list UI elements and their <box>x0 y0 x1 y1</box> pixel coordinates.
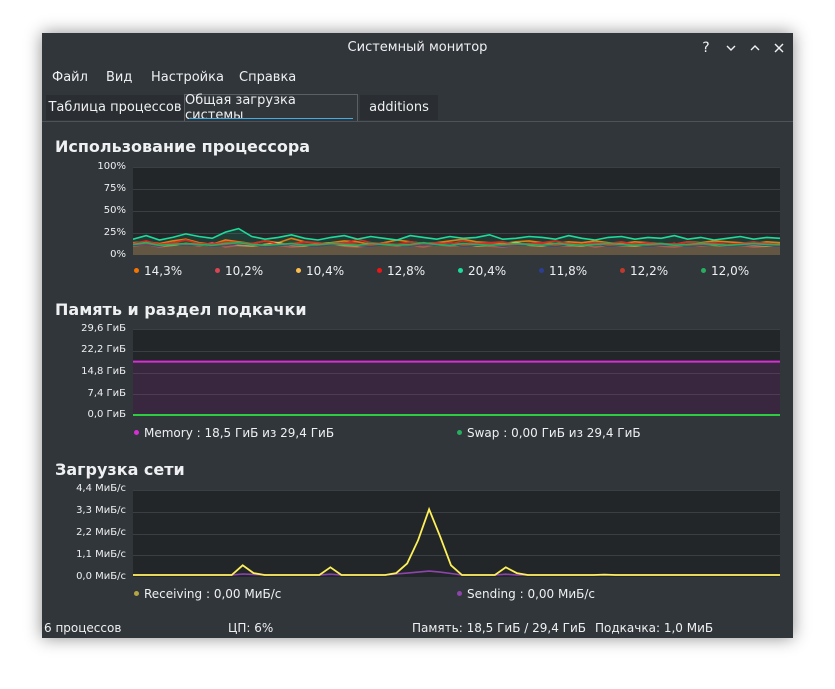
legend-entry: Swap : 0,00 ГиБ из 29,4 ГиБ <box>457 426 641 440</box>
status-processes: 6 процессов <box>44 621 122 635</box>
legend-swatch <box>134 430 139 435</box>
y-tick-label: 0,0 МиБ/с <box>76 571 126 582</box>
tab-label: Общая загрузка системы <box>185 93 296 123</box>
y-tick-label: 22,2 ГиБ <box>81 344 126 355</box>
active-tab-indicator <box>189 118 353 119</box>
close-button[interactable] <box>770 39 788 57</box>
tab-additions[interactable]: additions <box>360 95 438 120</box>
y-tick-label: 1,1 МиБ/с <box>76 549 126 560</box>
legend-swatch <box>458 268 463 273</box>
series-area <box>133 242 780 255</box>
y-tick-label: 4,4 МиБ/с <box>76 483 126 494</box>
receiving-line <box>133 506 780 576</box>
legend-swatch <box>215 268 220 273</box>
series-area <box>133 228 780 255</box>
y-tick-label: 7,4 ГиБ <box>87 388 126 399</box>
legend-entry: 10,2% <box>215 264 263 278</box>
series-area <box>133 242 780 255</box>
legend-swatch <box>296 268 301 273</box>
cpu-plot <box>133 167 780 255</box>
legend-entry: 14,3% <box>134 264 182 278</box>
legend-swatch <box>134 591 139 596</box>
legend-entry: 12,8% <box>377 264 425 278</box>
minimize-button[interactable] <box>722 39 740 57</box>
y-tick-label: 0,0 ГиБ <box>87 409 126 420</box>
maximize-button[interactable] <box>746 39 764 57</box>
tab-bar: Таблица процессов Общая загрузка системы… <box>42 93 793 123</box>
tab-label: additions <box>369 100 429 115</box>
memory-chart <box>133 329 780 416</box>
legend-swatch <box>620 268 625 273</box>
title-bar[interactable]: Системный монитор ? <box>42 33 793 63</box>
legend-entry: 12,0% <box>701 264 749 278</box>
legend-entry: 10,4% <box>296 264 344 278</box>
series-line <box>133 241 780 247</box>
network-section-title: Загрузка сети <box>55 460 185 479</box>
tab-process-table[interactable]: Таблица процессов <box>46 95 184 120</box>
legend-swatch <box>134 268 139 273</box>
network-chart <box>133 490 780 576</box>
menu-file[interactable]: Файл <box>52 70 88 85</box>
legend-label: 12,0% <box>711 264 750 278</box>
close-icon <box>774 43 784 53</box>
memory-area <box>133 361 780 416</box>
legend-label: 20,4% <box>468 264 507 278</box>
series-area <box>133 242 780 255</box>
status-memory: Память: 18,5 ГиБ / 29,4 ГиБ <box>412 621 587 635</box>
y-tick-label: 75% <box>103 183 126 194</box>
system-monitor-window: Системный монитор ? Файл Вид Настройка С… <box>42 33 793 638</box>
legend-entry: Sending : 0,00 МиБ/с <box>457 587 595 601</box>
legend-label: Receiving : 0,00 МиБ/с <box>144 587 282 601</box>
menu-help[interactable]: Справка <box>239 70 297 85</box>
status-cpu: ЦП: 6% <box>228 621 274 635</box>
legend-label: 12,8% <box>387 264 426 278</box>
legend-swatch <box>539 268 544 273</box>
legend-swatch <box>377 268 382 273</box>
window-title: Системный монитор <box>347 40 488 55</box>
legend-label: Sending : 0,00 МиБ/с <box>467 587 596 601</box>
memory-section-title: Память и раздел подкачки <box>55 300 307 319</box>
y-tick-label: 0% <box>110 249 126 260</box>
legend-label: Memory : 18,5 ГиБ из 29,4 ГиБ <box>144 426 335 440</box>
y-tick-label: 3,3 МиБ/с <box>76 505 126 516</box>
chevron-down-icon <box>726 45 736 51</box>
menu-bar: Файл Вид Настройка Справка <box>42 67 793 89</box>
y-tick-label: 100% <box>97 161 126 172</box>
y-tick-label: 29,6 ГиБ <box>81 323 126 334</box>
legend-swatch <box>701 268 706 273</box>
legend-swatch <box>457 591 462 596</box>
legend-entry: Memory : 18,5 ГиБ из 29,4 ГиБ <box>134 426 334 440</box>
legend-entry: 11,8% <box>539 264 587 278</box>
legend-label: 11,8% <box>549 264 588 278</box>
series-line <box>133 227 780 241</box>
legend-label: 10,2% <box>225 264 264 278</box>
legend-entry: 12,2% <box>620 264 668 278</box>
tab-system-load[interactable]: Общая загрузка системы <box>184 93 358 123</box>
menu-view[interactable]: Вид <box>106 70 133 85</box>
cpu-section-title: Использование процессора <box>55 137 311 156</box>
y-tick-label: 2,2 МиБ/с <box>76 527 126 538</box>
status-swap: Подкачка: 1,0 МиБ <box>595 621 714 635</box>
menu-settings[interactable]: Настройка <box>151 70 224 85</box>
legend-entry: Receiving : 0,00 МиБ/с <box>134 587 281 601</box>
y-tick-label: 50% <box>103 205 126 216</box>
help-button[interactable]: ? <box>702 40 710 56</box>
y-tick-label: 14,8 ГиБ <box>81 366 126 377</box>
legend-label: 14,3% <box>144 264 183 278</box>
legend-label: 12,2% <box>630 264 669 278</box>
series-area <box>133 243 780 255</box>
tab-label: Таблица процессов <box>48 100 182 115</box>
legend-swatch <box>457 430 462 435</box>
cpu-chart <box>133 167 780 255</box>
y-tick-label: 25% <box>103 227 126 238</box>
legend-label: Swap : 0,00 ГиБ из 29,4 ГиБ <box>467 426 641 440</box>
chevron-up-icon <box>750 45 760 51</box>
legend-entry: 20,4% <box>458 264 506 278</box>
memory-plot <box>133 329 780 416</box>
legend-label: 10,4% <box>306 264 345 278</box>
network-plot <box>133 490 780 577</box>
